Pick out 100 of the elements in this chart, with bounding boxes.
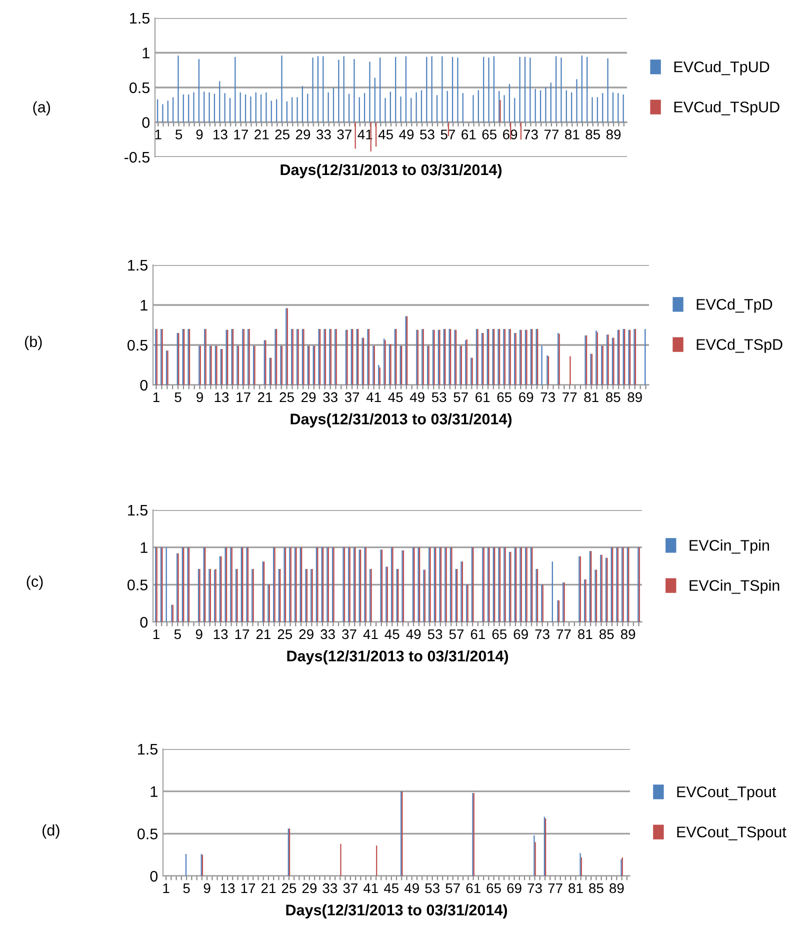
x-tick-label: 21 bbox=[254, 130, 269, 140]
x-tick-label: 9 bbox=[196, 130, 203, 140]
x-tick-label: 85 bbox=[606, 392, 620, 402]
x-tick-label: 77 bbox=[562, 392, 577, 402]
x-tick-label: 25 bbox=[278, 629, 292, 640]
x-tick-label: 41 bbox=[363, 629, 378, 640]
x-tick-label: 13 bbox=[214, 392, 229, 402]
x-tick-label: 5 bbox=[174, 629, 181, 640]
x-tick-label: 5 bbox=[176, 130, 182, 140]
x-tick-label: 37 bbox=[343, 883, 358, 894]
y-tick-label: 0.5 bbox=[128, 580, 148, 590]
x-tick-label: 81 bbox=[565, 130, 580, 140]
x-tick-label: 33 bbox=[322, 883, 338, 894]
x-tick-label: 37 bbox=[342, 629, 356, 640]
x-tick-label: 41 bbox=[363, 883, 378, 894]
x-tick-label: 45 bbox=[388, 392, 403, 402]
x-tick-label: 21 bbox=[256, 629, 270, 640]
x-tick-label: 57 bbox=[454, 392, 468, 402]
x-tick-label: 49 bbox=[404, 883, 419, 894]
legend-label: EVCout_Tpout bbox=[677, 786, 776, 800]
x-tick-label: 17 bbox=[234, 130, 248, 140]
x-tick-label: 9 bbox=[196, 392, 203, 402]
x-tick-label: 41 bbox=[366, 392, 381, 402]
x-tick-label: 9 bbox=[204, 883, 210, 894]
y-tick-label: 1 bbox=[142, 48, 150, 58]
x-axis-title: Days(12/31/2013 to 03/31/2014) bbox=[280, 164, 502, 178]
x-tick-label: 5 bbox=[174, 392, 182, 402]
x-tick-label: 17 bbox=[235, 629, 250, 640]
x-tick-label: 81 bbox=[584, 392, 598, 402]
x-tick-label: 5 bbox=[183, 883, 190, 894]
x-tick-label: 65 bbox=[482, 130, 496, 140]
legend-label: EVCd_TSpD bbox=[696, 338, 782, 353]
x-tick-label: 29 bbox=[302, 392, 316, 402]
x-tick-label: 13 bbox=[214, 130, 228, 140]
x-tick-label: 61 bbox=[462, 130, 476, 140]
x-tick-label: 53 bbox=[428, 629, 442, 640]
x-tick-label: 69 bbox=[507, 883, 522, 894]
x-tick-label: 45 bbox=[384, 883, 399, 894]
legend-label: EVCud_TpUD bbox=[674, 61, 770, 76]
text: (c) bbox=[26, 576, 43, 590]
legend-label: EVCd_TpD bbox=[696, 298, 772, 313]
x-axis-title: Days(12/31/2013 to 03/31/2014) bbox=[286, 904, 508, 918]
legend-label: EVCin_Tpin bbox=[690, 540, 769, 554]
y-tick-label: 0 bbox=[140, 616, 148, 628]
x-tick-label: 65 bbox=[486, 883, 501, 894]
x-axis-title: Days(12/31/2013 to 03/31/2014) bbox=[290, 413, 512, 428]
x-tick-label: 33 bbox=[316, 130, 331, 140]
x-tick-label: 53 bbox=[432, 392, 446, 402]
x-tick-label: 29 bbox=[302, 883, 317, 894]
y-tick-label: 0.5 bbox=[130, 82, 150, 94]
x-tick-label: 73 bbox=[540, 392, 555, 402]
x-tick-label: 65 bbox=[492, 629, 507, 640]
x-tick-label: 57 bbox=[446, 883, 460, 894]
y-tick-label: -0.5 bbox=[124, 152, 150, 163]
legend-label: EVCout_TSpout bbox=[677, 826, 786, 840]
x-tick-label: 85 bbox=[589, 883, 604, 894]
x-tick-label: 53 bbox=[420, 130, 434, 140]
x-tick-label: 57 bbox=[449, 629, 464, 640]
x-tick-label: 77 bbox=[544, 130, 558, 140]
x-tick-label: 89 bbox=[620, 629, 636, 640]
x-tick-label: 85 bbox=[599, 629, 614, 640]
x-tick-label: 21 bbox=[258, 392, 272, 402]
x-tick-label: 25 bbox=[282, 883, 296, 894]
x-tick-label: 85 bbox=[586, 130, 600, 140]
x-tick-label: 89 bbox=[628, 392, 642, 402]
x-axis-title: Days(12/31/2013 to 03/31/2014) bbox=[287, 650, 508, 664]
x-tick-label: 69 bbox=[519, 392, 534, 402]
x-tick-label: 81 bbox=[578, 629, 592, 640]
text: (b) bbox=[24, 336, 42, 350]
y-tick-label: 1.5 bbox=[130, 13, 150, 24]
x-tick-label: 89 bbox=[610, 883, 624, 894]
x-tick-label: 25 bbox=[275, 130, 290, 140]
y-tick-label: 1.5 bbox=[128, 260, 148, 271]
legend-label: EVCin_TSpin bbox=[690, 580, 780, 594]
y-tick-label: 1 bbox=[150, 786, 158, 797]
x-tick-label: 81 bbox=[568, 883, 583, 894]
y-tick-label: 0 bbox=[142, 117, 150, 128]
text: (d) bbox=[42, 824, 60, 839]
x-tick-label: 33 bbox=[323, 392, 338, 402]
x-tick-label: 17 bbox=[241, 883, 256, 894]
y-tick-label: 1.5 bbox=[128, 505, 148, 516]
x-tick-label: 37 bbox=[337, 130, 352, 140]
y-tick-label: 1 bbox=[140, 542, 148, 553]
x-tick-label: 13 bbox=[214, 629, 228, 640]
x-tick-label: 61 bbox=[470, 629, 485, 640]
legend-label: EVCud_TSpUD bbox=[674, 101, 780, 116]
y-tick-label: 0.5 bbox=[138, 828, 158, 840]
x-tick-label: 13 bbox=[220, 883, 235, 894]
x-tick-label: 89 bbox=[606, 130, 621, 140]
x-tick-label: 73 bbox=[524, 130, 538, 140]
x-tick-label: 37 bbox=[344, 392, 360, 402]
x-tick-label: 45 bbox=[378, 130, 393, 140]
x-tick-label: 17 bbox=[236, 392, 250, 402]
x-tick-label: 49 bbox=[410, 392, 424, 402]
x-tick-label: 57 bbox=[440, 130, 455, 140]
y-tick-label: 1 bbox=[140, 300, 148, 311]
x-tick-label: 73 bbox=[528, 883, 542, 894]
x-tick-label: 61 bbox=[476, 392, 490, 402]
x-tick-label: 25 bbox=[280, 392, 294, 402]
y-tick-label: 0 bbox=[140, 380, 148, 391]
